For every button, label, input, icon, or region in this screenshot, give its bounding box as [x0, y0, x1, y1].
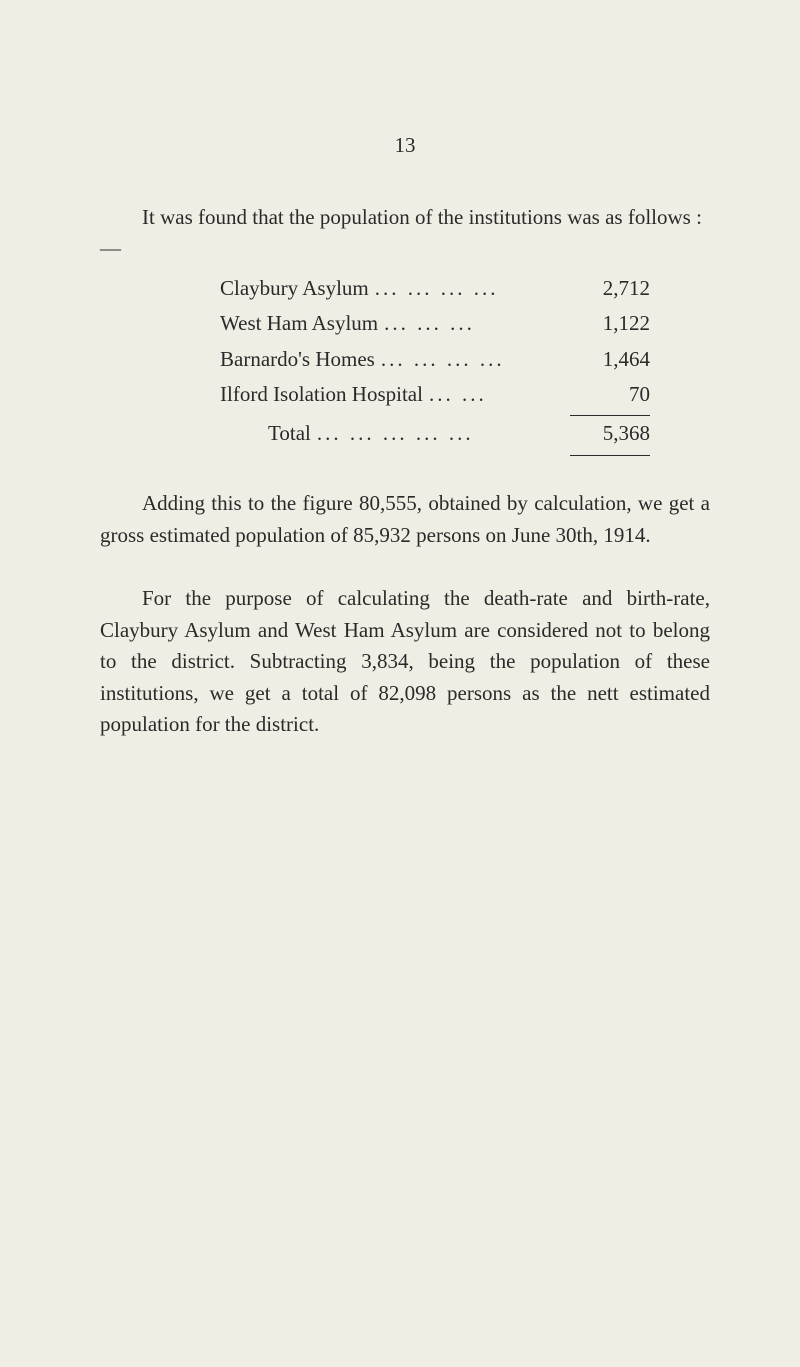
row-value: 1,464	[570, 344, 650, 376]
row-label: Barnardo's Homes	[220, 344, 375, 376]
total-label: Total	[220, 418, 311, 450]
total-underline	[570, 455, 650, 456]
body-paragraph: Adding this to the figure 80,555, obtain…	[100, 488, 710, 551]
row-label: Ilford Isolation Hospital	[220, 379, 423, 411]
table-row: Barnardo's Homes ... ... ... ... 1,464	[220, 344, 650, 376]
table-row: West Ham Asylum ... ... ... 1,122	[220, 308, 650, 340]
row-value: 1,122	[570, 308, 650, 340]
table-row: Ilford Isolation Hospital ... ... 70	[220, 379, 650, 411]
body-paragraph: For the purpose of calculating the death…	[100, 583, 710, 741]
total-value: 5,368	[570, 415, 650, 450]
population-table: Claybury Asylum ... ... ... ... 2,712 We…	[220, 273, 650, 457]
row-label: West Ham Asylum	[220, 308, 378, 340]
leader-dots: ... ... ...	[378, 308, 570, 340]
row-value: 70	[570, 379, 650, 411]
page-number: 13	[100, 130, 710, 162]
table-row: Claybury Asylum ... ... ... ... 2,712	[220, 273, 650, 305]
leader-dots: ... ...	[423, 379, 570, 411]
total-row: Total ... ... ... ... ... 5,368	[220, 415, 650, 450]
leader-dots: ... ... ... ...	[369, 273, 570, 305]
row-value: 2,712	[570, 273, 650, 305]
leader-dots: ... ... ... ... ...	[311, 418, 570, 450]
row-label: Claybury Asylum	[220, 273, 369, 305]
intro-paragraph: It was found that the population of the …	[100, 202, 710, 265]
leader-dots: ... ... ... ...	[375, 344, 570, 376]
